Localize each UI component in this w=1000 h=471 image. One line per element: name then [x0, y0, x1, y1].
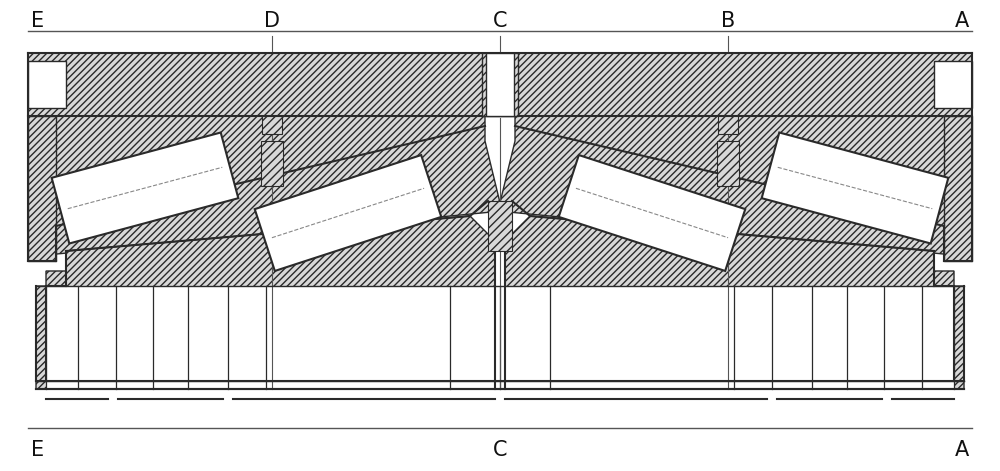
- Polygon shape: [505, 216, 964, 389]
- Polygon shape: [498, 116, 972, 256]
- Text: E: E: [31, 440, 45, 460]
- Text: E: E: [31, 11, 45, 31]
- Polygon shape: [262, 116, 282, 134]
- Polygon shape: [28, 61, 66, 108]
- Polygon shape: [261, 141, 283, 186]
- Polygon shape: [52, 132, 238, 244]
- Text: D: D: [264, 11, 280, 31]
- Polygon shape: [28, 116, 56, 261]
- Polygon shape: [762, 132, 948, 244]
- Polygon shape: [482, 53, 518, 116]
- Polygon shape: [46, 286, 954, 389]
- Polygon shape: [488, 201, 512, 251]
- Text: A: A: [955, 11, 969, 31]
- Polygon shape: [934, 61, 972, 108]
- Polygon shape: [36, 271, 964, 389]
- Text: C: C: [493, 440, 507, 460]
- Polygon shape: [717, 141, 739, 186]
- Text: B: B: [721, 11, 735, 31]
- Polygon shape: [28, 116, 502, 256]
- Polygon shape: [486, 53, 514, 116]
- Text: C: C: [493, 11, 507, 31]
- Polygon shape: [36, 216, 495, 389]
- Polygon shape: [28, 53, 972, 116]
- Polygon shape: [559, 155, 745, 271]
- Polygon shape: [718, 116, 738, 134]
- Polygon shape: [255, 155, 441, 271]
- Text: A: A: [955, 440, 969, 460]
- Polygon shape: [944, 116, 972, 261]
